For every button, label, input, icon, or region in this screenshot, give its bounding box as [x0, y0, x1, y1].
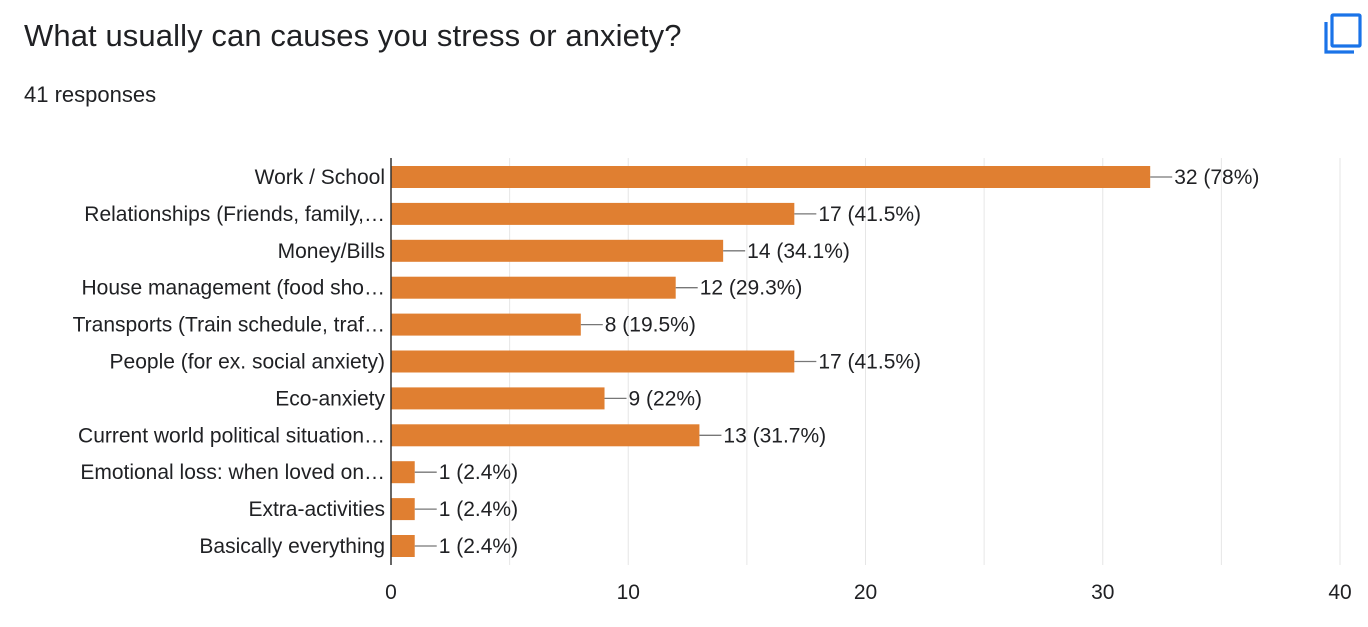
category-label: Money/Bills	[278, 240, 385, 263]
data-label: 1 (2.4%)	[439, 461, 518, 484]
response-count: 41 responses	[24, 82, 157, 107]
x-tick-label: 0	[385, 581, 397, 604]
data-label: 8 (19.5%)	[605, 314, 696, 337]
x-tick-label: 10	[617, 581, 640, 604]
bar	[391, 498, 415, 521]
data-label: 17 (41.5%)	[818, 351, 921, 374]
bar	[391, 166, 1151, 188]
category-label: Emotional loss: when loved on…	[80, 461, 385, 484]
category-label: Relationships (Friends, family,…	[84, 203, 385, 226]
x-tick-label: 20	[854, 581, 877, 604]
category-label: Transports (Train schedule, traf…	[73, 314, 385, 337]
data-label: 9 (22%)	[629, 387, 703, 410]
data-label: 1 (2.4%)	[439, 498, 518, 521]
category-label: Eco-anxiety	[275, 387, 385, 410]
bar	[391, 387, 605, 410]
bar	[391, 424, 700, 447]
bar	[391, 239, 724, 262]
data-label: 12 (29.3%)	[700, 277, 803, 300]
bar	[391, 276, 676, 299]
category-label: Current world political situation…	[78, 424, 385, 447]
bar	[391, 313, 581, 336]
category-label: People (for ex. social anxiety)	[110, 351, 385, 374]
x-tick-label: 40	[1328, 581, 1351, 604]
data-label: 14 (34.1%)	[747, 240, 850, 263]
x-tick-label: 30	[1091, 581, 1114, 604]
question-title: What usually can causes you stress or an…	[24, 18, 682, 53]
data-label: 13 (31.7%)	[723, 424, 826, 447]
bar	[391, 350, 795, 373]
copy-icon	[1324, 13, 1362, 54]
category-label: House management (food sho…	[81, 277, 385, 300]
data-label: 17 (41.5%)	[818, 203, 921, 226]
bar	[391, 535, 415, 557]
category-label: Basically everything	[199, 535, 385, 558]
bar	[391, 202, 795, 225]
data-label: 32 (78%)	[1174, 166, 1259, 189]
data-label: 1 (2.4%)	[439, 535, 518, 558]
category-label: Extra-activities	[248, 498, 385, 521]
copy-chart-button[interactable]	[1318, 12, 1364, 58]
category-label: Work / School	[255, 166, 385, 189]
bar	[391, 461, 415, 484]
